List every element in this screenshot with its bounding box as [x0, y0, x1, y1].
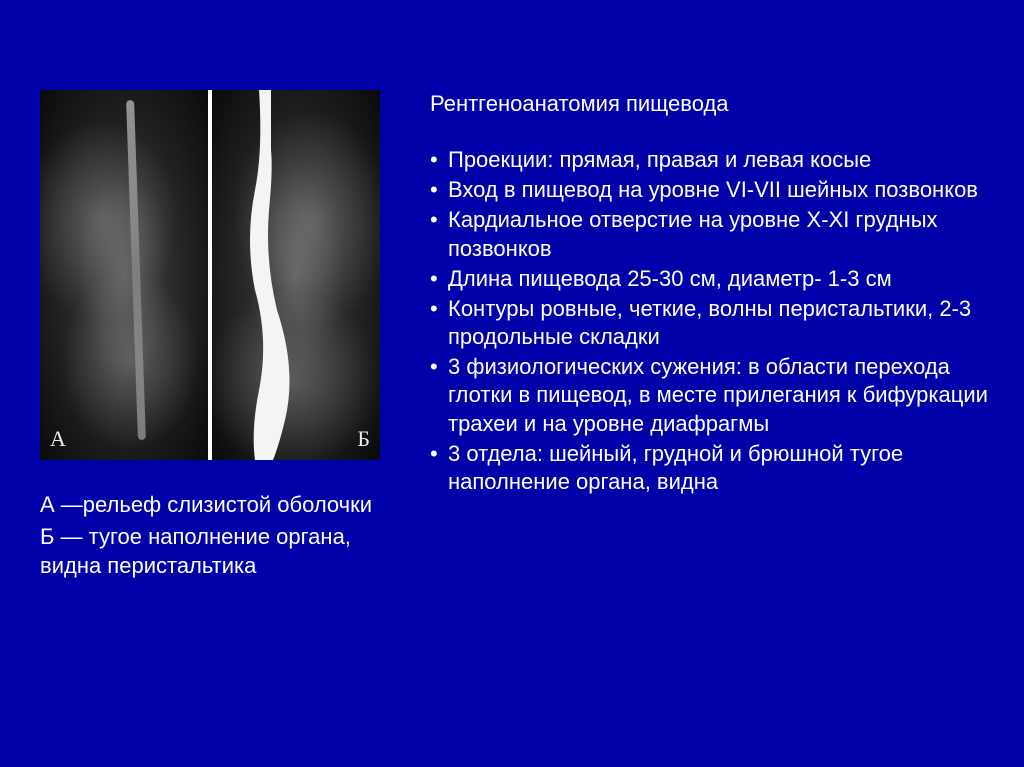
slide-title: Рентгеноанатомия пищевода	[430, 90, 990, 118]
figure-caption: А —рельеф слизистой оболочки Б — тугое н…	[40, 490, 400, 583]
xray-tissue-cloud	[212, 290, 380, 460]
xray-panel-a: А	[40, 90, 212, 460]
bullet-item: Контуры ровные, четкие, волны перистальт…	[430, 295, 990, 351]
panel-label-b: Б	[357, 426, 370, 452]
main-text-block: Рентгеноанатомия пищевода Проекции: прям…	[430, 90, 990, 498]
xray-tissue-cloud	[60, 270, 200, 450]
bullet-item: Кардиальное отверстие на уровне X-XI гру…	[430, 206, 990, 262]
bullet-list: Проекции: прямая, правая и левая косые В…	[430, 146, 990, 496]
bullet-item: 3 отдела: шейный, грудной и брюшной туго…	[430, 440, 990, 496]
contrast-path	[250, 90, 290, 460]
xray-figure: А Б	[40, 90, 380, 460]
esophagus-contrast	[249, 90, 293, 460]
bullet-item: 3 физиологических сужения: в области пер…	[430, 353, 990, 437]
xray-panel-b: Б	[212, 90, 380, 460]
caption-line-a: А —рельеф слизистой оболочки	[40, 490, 400, 520]
panel-label-a: А	[50, 426, 66, 452]
bullet-item: Вход в пищевод на уровне VI-VII шейных п…	[430, 176, 990, 204]
bullet-item: Длина пищевода 25-30 см, диаметр- 1-3 см	[430, 265, 990, 293]
bullet-item: Проекции: прямая, правая и левая косые	[430, 146, 990, 174]
caption-line-b: Б — тугое наполнение органа, видна перис…	[40, 522, 400, 581]
